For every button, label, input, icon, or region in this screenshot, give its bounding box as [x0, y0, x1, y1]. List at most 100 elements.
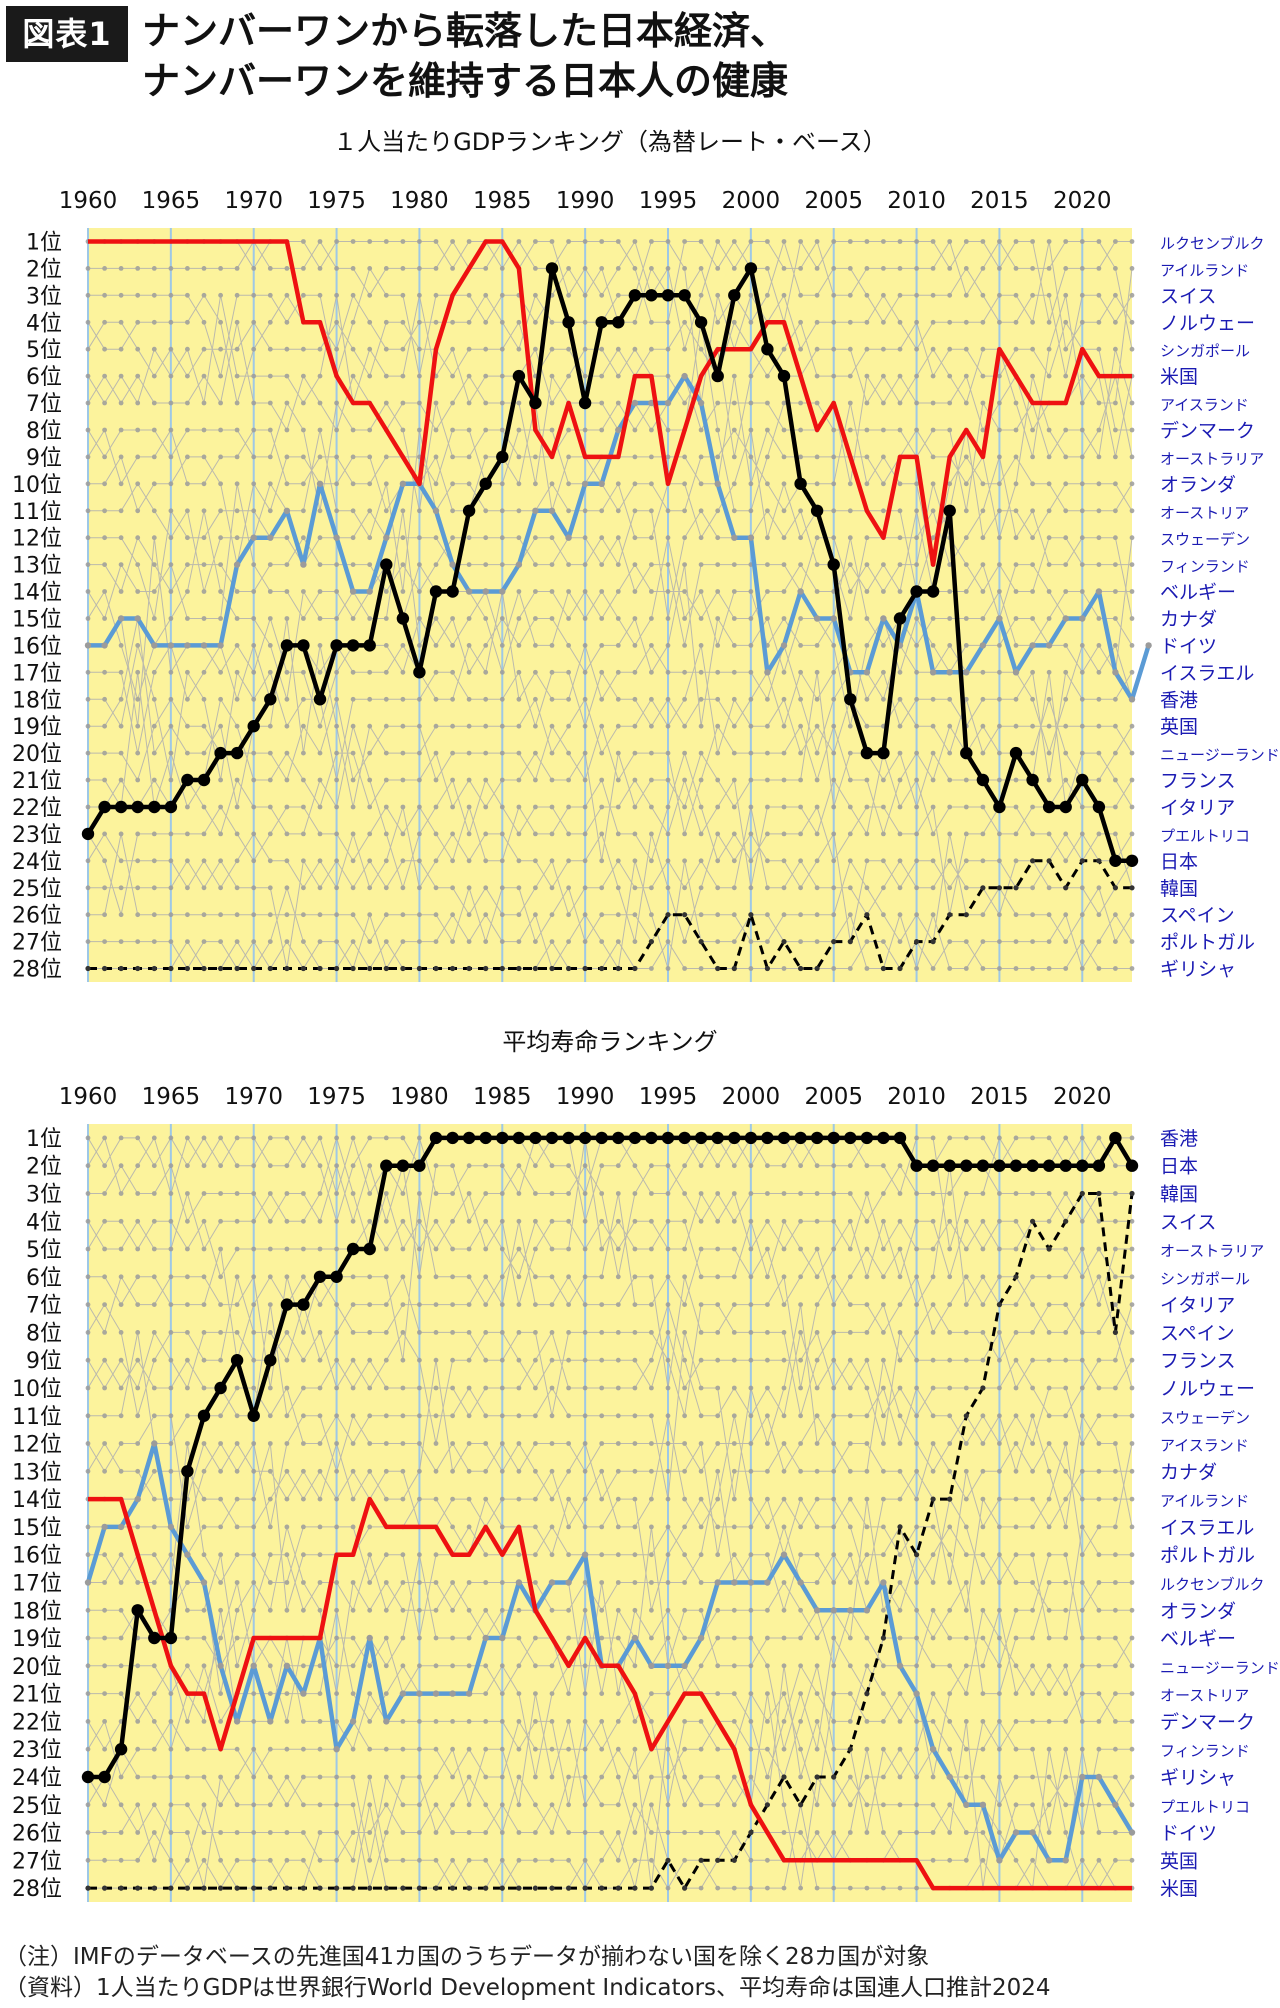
country-label: ニュージーランド — [1160, 1659, 1280, 1677]
other-country-point — [914, 1330, 919, 1335]
germany-point — [184, 642, 191, 649]
other-country-point — [516, 1496, 522, 1502]
germany-point — [300, 1690, 307, 1697]
japan-point — [777, 369, 791, 383]
other-country-point — [897, 562, 903, 567]
other-country-point — [665, 858, 671, 864]
other-country-point — [615, 508, 621, 514]
country-label: オーストラリア — [1160, 1242, 1264, 1260]
other-country-point — [930, 966, 936, 971]
other-country-point — [698, 1441, 704, 1446]
other-country-point — [251, 1468, 257, 1474]
country-label: デンマーク — [1160, 1711, 1255, 1733]
other-country-point — [466, 1163, 472, 1169]
other-country-point — [85, 1191, 91, 1196]
other-country-point — [383, 1774, 389, 1780]
x-tick-label: 1975 — [307, 188, 366, 214]
other-country-point — [947, 1385, 953, 1391]
other-country-point — [466, 804, 472, 810]
other-country-point — [847, 1830, 853, 1835]
other-country-point — [516, 1635, 522, 1641]
other-country-point — [533, 535, 538, 541]
other-country-point — [947, 858, 953, 864]
other-country-point — [566, 804, 571, 810]
other-country-point — [367, 912, 373, 918]
other-country-point — [632, 481, 638, 487]
other-country-point — [367, 562, 373, 567]
other-country-point — [632, 1774, 638, 1780]
other-country-point — [135, 292, 141, 298]
other-country-point — [765, 562, 770, 567]
other-country-point — [748, 400, 754, 406]
other-country-point — [1013, 1663, 1019, 1669]
germany-point — [1079, 1773, 1086, 1781]
other-country-point — [218, 1580, 224, 1585]
y-rank-label: 15位 — [12, 607, 62, 632]
other-country-point — [151, 508, 157, 514]
other-country-point — [218, 858, 224, 864]
other-country-point — [317, 939, 323, 944]
japan-point — [446, 585, 459, 598]
other-country-point — [1113, 427, 1118, 433]
other-country-point — [466, 535, 472, 541]
other-country-point — [566, 589, 571, 594]
other-country-point — [566, 1441, 571, 1446]
x-tick-label: 1970 — [224, 1084, 283, 1110]
other-country-point — [615, 912, 621, 918]
japan-point — [330, 1270, 343, 1284]
other-country-point — [798, 912, 803, 918]
japan-point — [429, 585, 443, 598]
other-country-point — [914, 1524, 919, 1530]
other-country-point — [234, 1524, 240, 1530]
other-country-point — [847, 1580, 853, 1585]
other-country-point — [765, 292, 770, 298]
other-country-point — [284, 912, 290, 918]
other-country-point — [781, 292, 787, 298]
germany-point — [117, 615, 125, 622]
japan-point — [247, 720, 260, 733]
germany-point — [283, 1662, 291, 1670]
other-country-point — [731, 400, 737, 406]
other-country-point — [715, 454, 721, 460]
other-country-point — [582, 1191, 588, 1196]
other-country-point — [499, 831, 505, 837]
other-country-point — [947, 1441, 953, 1446]
other-country-point — [582, 1357, 588, 1363]
other-country-point — [980, 1635, 986, 1641]
other-country-point — [798, 266, 803, 271]
other-country-point — [1046, 535, 1052, 541]
other-country-point — [582, 1413, 588, 1419]
other-country-point — [731, 1663, 737, 1669]
other-country-point — [765, 777, 770, 783]
other-country-point — [997, 1774, 1002, 1780]
other-country-point — [864, 1552, 870, 1558]
other-country-point — [251, 427, 257, 433]
other-country-point — [383, 723, 389, 729]
korea-point — [483, 965, 489, 972]
other-country-point — [682, 454, 687, 460]
other-country-point — [914, 1246, 919, 1252]
other-country-point — [1129, 804, 1135, 810]
other-country-point — [715, 1357, 721, 1363]
other-country-point — [499, 1163, 505, 1169]
other-country-point — [582, 831, 588, 837]
japan-point — [1042, 1159, 1056, 1172]
other-country-point — [897, 939, 903, 944]
other-country-point — [151, 1385, 157, 1391]
other-country-point — [997, 1691, 1002, 1696]
other-country-point — [715, 858, 721, 864]
other-country-point — [185, 1802, 190, 1808]
other-country-point — [980, 750, 986, 756]
other-country-point — [334, 562, 339, 567]
other-country-point — [151, 266, 157, 271]
japan-point — [363, 1242, 376, 1256]
other-country-point — [350, 1218, 356, 1224]
country-label: プエルトリコ — [1160, 1798, 1250, 1816]
country-label: アイルランド — [1160, 261, 1249, 279]
other-country-point — [897, 1885, 903, 1891]
other-country-point — [1096, 1413, 1102, 1419]
japan-point — [81, 1770, 95, 1784]
other-country-point — [615, 1274, 621, 1280]
other-country-point — [897, 1330, 903, 1335]
germany-point — [233, 561, 241, 568]
